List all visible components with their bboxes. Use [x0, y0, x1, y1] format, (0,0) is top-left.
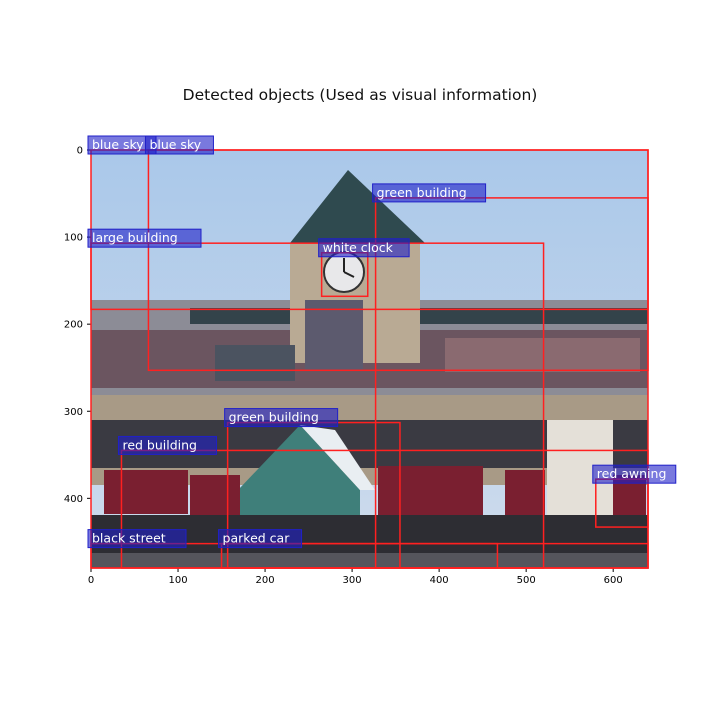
detection-label: blue sky [149, 137, 201, 152]
y-tick-label: 0 [77, 146, 83, 157]
detection-label: blue sky [92, 137, 144, 152]
detection-label-box [318, 238, 410, 258]
detection-label-box [87, 228, 202, 248]
y-tick-label: 200 [64, 320, 83, 331]
detection-label: black street [92, 531, 166, 546]
detection-label: parked car [223, 531, 291, 546]
detection-boxes [90, 149, 649, 569]
detection-label-box [144, 135, 214, 155]
x-tick-label: 100 [168, 575, 187, 586]
detection-label: red awning [597, 466, 667, 481]
detection-label-box [372, 183, 487, 203]
detection-label-box [87, 529, 187, 549]
x-tick-label: 300 [343, 575, 362, 586]
detection-label: red building [122, 437, 197, 452]
detection-label: green building [377, 185, 467, 200]
detection-label-box [218, 529, 303, 549]
detection-label-box [592, 464, 677, 484]
detection-label: green building [229, 410, 319, 425]
x-tick-label: 200 [256, 575, 275, 586]
street-photo [91, 150, 648, 568]
y-tick-label: 100 [64, 233, 83, 244]
detection-labels: blue sky blue sky green building large buil… [87, 135, 677, 549]
axis-ticks: 0 100 200 300 400 500 600 0 100 200 300 400 [64, 146, 623, 587]
detection-label-box [224, 408, 339, 428]
x-tick-label: 400 [430, 575, 449, 586]
x-tick-label: 0 [88, 575, 94, 586]
figure-title: Detected objects (Used as visual informa… [182, 86, 538, 104]
detection-box [220, 542, 499, 569]
detection-label: white clock [323, 240, 394, 255]
x-tick-label: 600 [604, 575, 623, 586]
detection-label: large building [92, 230, 178, 245]
y-tick-label: 300 [64, 407, 83, 418]
detection-label-box [117, 435, 217, 455]
x-tick-label: 500 [517, 575, 536, 586]
y-tick-label: 400 [64, 494, 83, 505]
